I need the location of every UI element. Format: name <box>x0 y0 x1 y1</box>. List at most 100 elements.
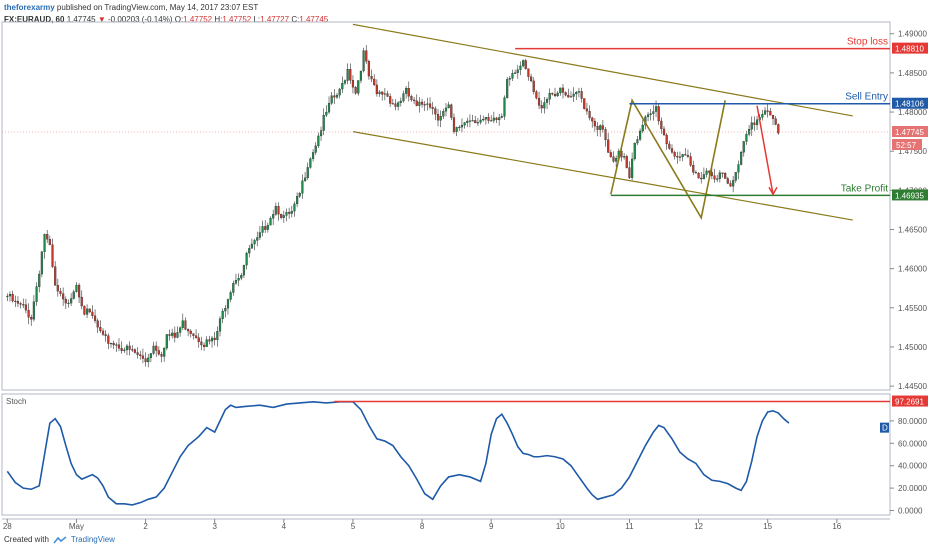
candle-body <box>14 300 17 302</box>
candle-body <box>383 93 386 95</box>
candle-body <box>559 87 562 94</box>
candle-body <box>575 92 578 95</box>
candle-body <box>673 152 676 157</box>
candle-body <box>349 69 352 81</box>
candle-body <box>548 92 551 100</box>
candle-body <box>466 120 469 123</box>
candle-body <box>686 155 690 157</box>
candle-body <box>375 84 378 95</box>
candle-body <box>407 88 410 97</box>
candle-body <box>660 120 663 130</box>
candle-body <box>564 92 567 96</box>
candle-body <box>256 237 259 241</box>
candle-body <box>636 139 639 144</box>
candle-body <box>293 203 296 212</box>
candle-body <box>277 206 280 215</box>
price-change: -0.00203 (-0.14%) <box>108 15 173 24</box>
candle-body <box>218 318 222 332</box>
candle-body <box>365 50 368 62</box>
candle-body <box>588 110 591 119</box>
candle-body <box>676 156 679 158</box>
candle-body <box>583 98 586 109</box>
candle-body <box>511 73 514 79</box>
candle-body <box>202 344 206 347</box>
candle-body <box>553 94 557 97</box>
candle-body <box>710 172 713 176</box>
level-badge-label: 1.46935 <box>895 191 924 200</box>
candle-body <box>444 107 448 112</box>
candle-body <box>280 214 283 218</box>
candle-body <box>46 234 49 240</box>
publisher-name[interactable]: theforexarmy <box>4 3 55 12</box>
published-text: published on TradingView.com, May 14, 20… <box>56 3 259 12</box>
candle-body <box>745 134 748 142</box>
candle-body <box>662 128 666 136</box>
candle-body <box>418 101 421 106</box>
candle-body <box>436 114 440 121</box>
candle-body <box>274 206 277 215</box>
candle-body <box>314 145 317 153</box>
stoch-legend-badge <box>880 422 889 433</box>
candle-body <box>64 298 67 304</box>
candle-body <box>112 342 115 346</box>
x-tick-label: 3 <box>212 522 217 531</box>
candle-body <box>85 308 89 315</box>
candle-body <box>394 103 397 107</box>
candle-body <box>266 224 269 230</box>
created-with-label: Created with <box>4 535 49 544</box>
candle-body <box>410 96 413 101</box>
candle-body <box>317 135 320 147</box>
candle-body <box>70 298 73 304</box>
candle-body <box>519 65 522 70</box>
candle-body <box>362 50 365 72</box>
candle-body <box>62 293 65 300</box>
close-label: C: <box>291 15 300 24</box>
candle-body <box>43 234 46 252</box>
candle-body <box>405 88 408 94</box>
candle-body <box>242 264 246 276</box>
candle-body <box>633 142 636 160</box>
stoch-level-badge <box>892 395 928 407</box>
candle-body <box>503 97 506 117</box>
candle-body <box>678 156 682 158</box>
candle-body <box>208 339 211 342</box>
candle-body <box>343 80 347 84</box>
candle-body <box>311 152 315 159</box>
chart-header: theforexarmy published on TradingView.co… <box>4 2 328 26</box>
candle-body <box>133 349 137 353</box>
candle-body <box>631 158 634 178</box>
candle-body <box>216 331 219 340</box>
stoch-level-label: 97.2691 <box>895 398 924 407</box>
candle-body <box>670 148 674 153</box>
candle-body <box>237 278 240 281</box>
candle-body <box>628 167 631 178</box>
candle-body <box>766 110 769 112</box>
candle-body <box>6 295 9 297</box>
candle-body <box>78 284 81 298</box>
candle-body <box>335 94 339 98</box>
candle-body <box>264 226 267 230</box>
candle-body <box>192 333 195 336</box>
candle-body <box>67 302 70 305</box>
candle-body <box>447 104 450 109</box>
stoch-y-tick-label: 60.0000 <box>898 439 927 448</box>
candle-body <box>213 337 216 340</box>
candle-body <box>27 309 30 318</box>
candle-body <box>492 117 495 121</box>
candle-body <box>8 294 12 297</box>
candle-body <box>370 75 373 80</box>
candle-body <box>144 358 147 363</box>
stoch-legend-label: D <box>882 424 888 433</box>
candle-body <box>543 102 546 109</box>
candle-body <box>99 327 102 332</box>
candle-body <box>668 143 671 149</box>
y-tick-label: 1.45500 <box>898 304 927 313</box>
candle-body <box>56 285 59 292</box>
candle-body <box>665 134 668 145</box>
tradingview-brand[interactable]: TradingView <box>70 535 115 544</box>
candle-body <box>381 91 384 95</box>
candle-body <box>16 301 20 304</box>
candle-body <box>338 88 341 96</box>
candle-body <box>93 315 97 321</box>
